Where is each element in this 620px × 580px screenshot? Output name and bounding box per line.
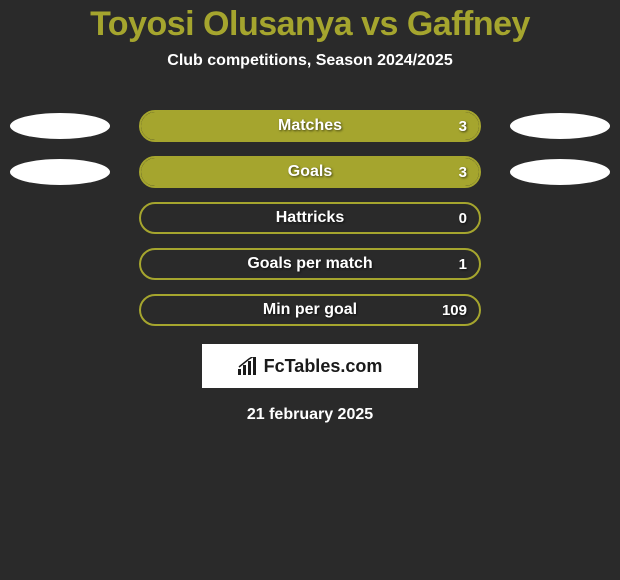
logo-box: FcTables.com: [202, 344, 418, 388]
stat-label: Hattricks: [141, 209, 479, 227]
date-text: 21 february 2025: [247, 406, 373, 424]
logo-text: FcTables.com: [264, 356, 383, 377]
stat-row: Min per goal109: [0, 294, 620, 326]
stat-bar: Goals3: [139, 156, 481, 188]
page-subtitle: Club competitions, Season 2024/2025: [167, 52, 452, 70]
stat-value: 109: [442, 302, 467, 319]
stat-label: Goals per match: [141, 255, 479, 273]
stat-row: Goals per match1: [0, 248, 620, 280]
player-ellipse-right: [510, 159, 610, 185]
stat-row: Goals3: [0, 156, 620, 188]
stat-value: 0: [459, 210, 467, 227]
stat-row: Hattricks0: [0, 202, 620, 234]
player-ellipse-left: [10, 113, 110, 139]
stat-label: Min per goal: [141, 301, 479, 319]
player-ellipse-left: [10, 159, 110, 185]
stat-bar: Hattricks0: [139, 202, 481, 234]
stat-bar: Matches3: [139, 110, 481, 142]
page-title: Toyosi Olusanya vs Gaffney: [90, 5, 530, 44]
stat-value: 1: [459, 256, 467, 273]
stat-label: Goals: [141, 163, 479, 181]
logo: FcTables.com: [238, 356, 383, 377]
stat-bar: Min per goal109: [139, 294, 481, 326]
stat-label: Matches: [141, 117, 479, 135]
stat-value: 3: [459, 118, 467, 135]
chart-icon: [238, 357, 260, 375]
stat-value: 3: [459, 164, 467, 181]
stat-bar: Goals per match1: [139, 248, 481, 280]
stat-row: Matches3: [0, 110, 620, 142]
player-ellipse-right: [510, 113, 610, 139]
stats-area: Matches3Goals3Hattricks0Goals per match1…: [0, 110, 620, 326]
